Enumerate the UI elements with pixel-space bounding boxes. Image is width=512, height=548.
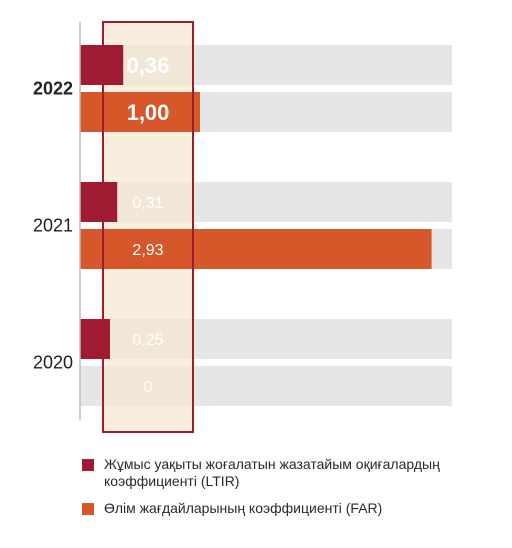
bar-far-2022	[80, 92, 200, 132]
bar-ltir-2022	[80, 45, 124, 85]
category-label-2021: 2021	[33, 216, 73, 236]
highlight-frame	[102, 21, 194, 433]
value-label-far-2021: 2,93	[132, 242, 163, 259]
legend-label-ltir: Жұмыс уақыты жоғалатын жазатайым оқиғала…	[104, 456, 440, 489]
legend-swatch-ltir	[82, 459, 94, 471]
legend-swatch-far	[82, 503, 94, 515]
bar-ltir-2021	[80, 182, 118, 222]
bar-far-2021	[80, 229, 432, 269]
bar-ltir-2020	[80, 319, 110, 359]
category-label-2020: 2020	[33, 353, 73, 373]
legend-item-ltir: Жұмыс уақыты жоғалатын жазатайым оқиғала…	[82, 456, 502, 490]
legend: Жұмыс уақыты жоғалатын жазатайым оқиғала…	[82, 456, 502, 527]
value-label-ltir-2021: 0,31	[132, 195, 163, 212]
value-label-ltir-2022: 0,36	[127, 53, 170, 78]
legend-item-far: Өлім жағдайларының коэффициенті (FAR)	[82, 500, 502, 517]
category-label-2022: 2022	[33, 79, 73, 99]
bar-chart: 0,36 1,00 0,31 2,93 0,25 0 2022 2021 2020	[33, 21, 452, 433]
value-label-far-2022: 1,00	[127, 100, 170, 125]
value-label-far-2020: 0	[144, 379, 153, 396]
legend-label-far: Өлім жағдайларының коэффициенті (FAR)	[104, 500, 383, 516]
highlight-band	[103, 22, 193, 432]
value-label-ltir-2020: 0,25	[132, 332, 163, 349]
